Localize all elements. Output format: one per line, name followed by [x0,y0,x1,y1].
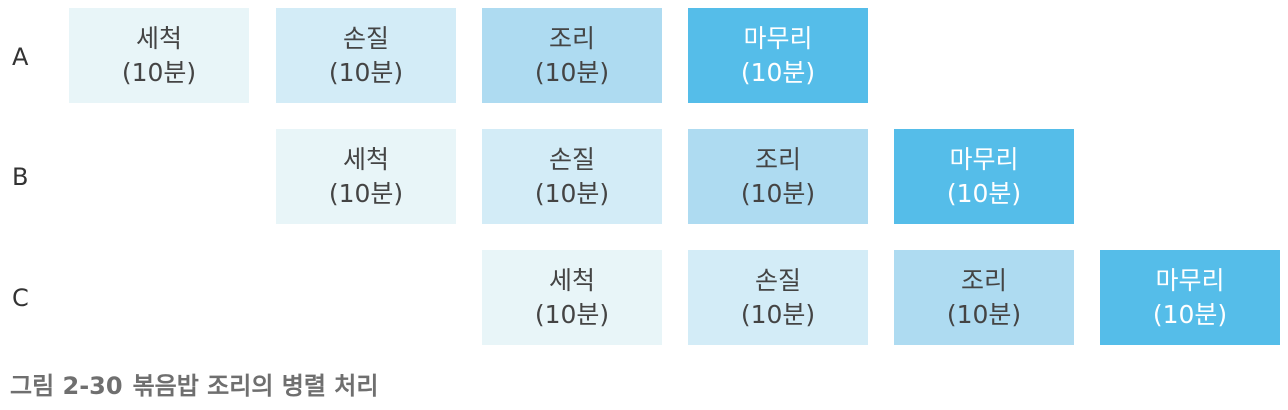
step-name: 세척 [548,265,595,295]
step-duration: (10분) [1152,299,1228,329]
row-a-step-cook: 조리 (10분) [482,8,662,103]
step-name: 손질 [548,144,595,174]
step-duration: (10분) [328,178,404,208]
row-c-step-prep: 손질 (10분) [688,250,868,345]
step-name: 조리 [960,265,1007,295]
row-c-step-finish: 마무리 (10분) [1100,250,1280,345]
step-duration: (10분) [740,178,816,208]
step-name: 조리 [754,144,801,174]
step-name: 마무리 [949,144,1019,174]
step-name: 마무리 [1155,265,1225,295]
row-b-step-finish: 마무리 (10분) [894,129,1074,224]
step-name: 세척 [135,23,182,53]
figure-caption-text: 볶음밥 조리의 병렬 처리 [132,372,379,400]
row-label-c: C [12,284,29,312]
step-duration: (10분) [946,178,1022,208]
row-a-step-prep: 손질 (10분) [276,8,456,103]
step-duration: (10분) [740,299,816,329]
step-duration: (10분) [534,299,610,329]
step-duration: (10분) [534,178,610,208]
row-a-step-wash: 세척 (10분) [69,8,249,103]
row-b-step-cook: 조리 (10분) [688,129,868,224]
figure-number: 그림 2-30 [10,372,123,400]
step-name: 세척 [342,144,389,174]
step-duration: (10분) [946,299,1022,329]
row-b-step-prep: 손질 (10분) [482,129,662,224]
step-name: 손질 [754,265,801,295]
step-name: 조리 [548,23,595,53]
step-name: 손질 [342,23,389,53]
figure-caption: 그림 2-30 볶음밥 조리의 병렬 처리 [10,368,378,404]
step-duration: (10분) [121,57,197,87]
row-c-step-wash: 세척 (10분) [482,250,662,345]
step-duration: (10분) [534,57,610,87]
step-duration: (10분) [328,57,404,87]
step-name: 마무리 [743,23,813,53]
row-a-step-finish: 마무리 (10분) [688,8,868,103]
row-label-a: A [12,43,29,71]
row-b-step-wash: 세척 (10분) [276,129,456,224]
row-c-step-cook: 조리 (10분) [894,250,1074,345]
step-duration: (10분) [740,57,816,87]
row-label-b: B [12,163,29,191]
